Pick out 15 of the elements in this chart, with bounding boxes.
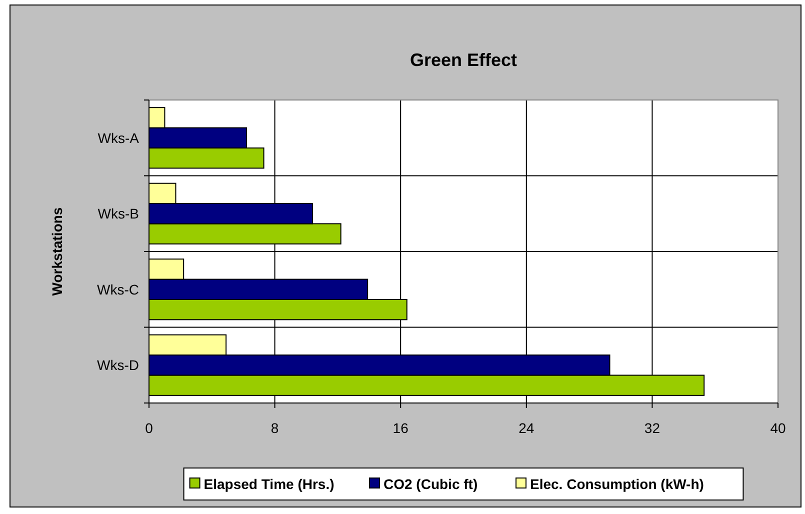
y-tick-label: Wks-D (97, 357, 139, 374)
legend-label: Elapsed Time (Hrs.) (204, 476, 334, 492)
x-tick-label: 8 (270, 420, 279, 436)
y-axis-title: Workstations (49, 207, 65, 296)
x-tick-label: 40 (770, 420, 786, 436)
x-tick-label: 16 (392, 420, 409, 436)
y-tick-label: Wks-C (97, 281, 139, 298)
x-tick-label: 0 (145, 420, 154, 436)
y-tick-label: Wks-B (98, 206, 139, 222)
x-tick-label: 32 (644, 420, 660, 436)
legend-label: Elec. Consumption (kW-h) (530, 476, 704, 492)
legend-label: CO2 (Cubic ft) (384, 476, 478, 492)
x-tick-label: 24 (518, 420, 534, 436)
chart-title: Green Effect (410, 50, 518, 70)
y-tick-label: Wks-A (98, 130, 140, 146)
